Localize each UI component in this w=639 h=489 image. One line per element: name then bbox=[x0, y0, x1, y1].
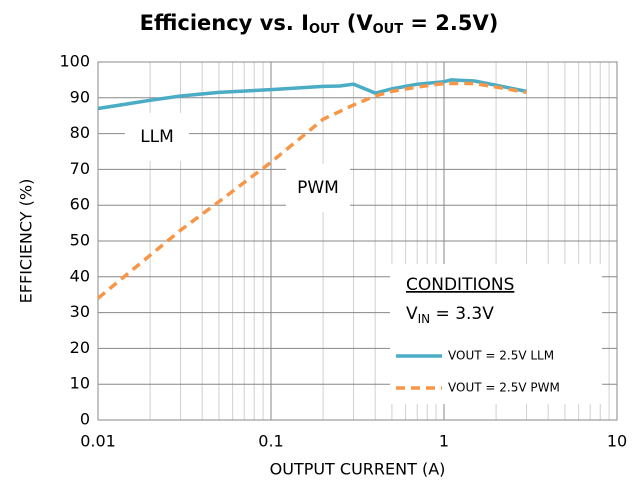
title-part: OUT bbox=[309, 22, 340, 37]
title-part: Efficiency vs. I bbox=[140, 11, 309, 35]
y-tick-label: 70 bbox=[70, 159, 90, 178]
annotation: PWM bbox=[297, 178, 339, 198]
x-tick-label: 1 bbox=[439, 432, 449, 451]
conditions-part: V bbox=[406, 304, 418, 324]
y-tick-label: 20 bbox=[70, 338, 90, 357]
y-axis-label: EFFICIENCY (%) bbox=[17, 179, 36, 304]
y-tick-label: 0 bbox=[80, 410, 90, 429]
title-part: (V bbox=[339, 11, 373, 35]
y-tick-label: 60 bbox=[70, 195, 90, 214]
series-line bbox=[96, 81, 527, 300]
conditions-text: VIN = 3.3V bbox=[406, 304, 494, 326]
title-part: = 2.5V) bbox=[403, 11, 498, 35]
conditions-part: = 3.3V bbox=[430, 304, 494, 324]
series-line bbox=[97, 78, 527, 111]
conditions-title: CONDITIONS bbox=[406, 275, 514, 295]
y-tick-label: 40 bbox=[70, 266, 90, 285]
plot-frame bbox=[97, 61, 618, 421]
y-tick-label: 100 bbox=[59, 52, 90, 71]
x-tick-label: 0.1 bbox=[258, 432, 283, 451]
legend-label: VOUT = 2.5V PWM bbox=[448, 381, 560, 395]
y-tick-label: 10 bbox=[70, 374, 90, 393]
conditions-box bbox=[390, 264, 602, 404]
legend-label: VOUT = 2.5V LLM bbox=[448, 349, 554, 363]
y-tick-label: 30 bbox=[70, 302, 90, 321]
x-axis-label: OUTPUT CURRENT (A) bbox=[270, 460, 446, 479]
y-tick-label: 80 bbox=[70, 123, 90, 142]
annotation-box bbox=[286, 164, 350, 212]
chart-title: Efficiency vs. IOUT (VOUT = 2.5V) bbox=[140, 11, 499, 37]
title-part: OUT bbox=[373, 22, 404, 37]
annotation-box bbox=[125, 113, 189, 161]
conditions-part: IN bbox=[418, 312, 431, 326]
y-tick-label: 50 bbox=[70, 231, 90, 250]
x-tick-label: 0.01 bbox=[80, 432, 116, 451]
annotation: LLM bbox=[140, 127, 174, 147]
x-tick-label: 10 bbox=[607, 432, 627, 451]
y-tick-label: 90 bbox=[70, 87, 90, 106]
